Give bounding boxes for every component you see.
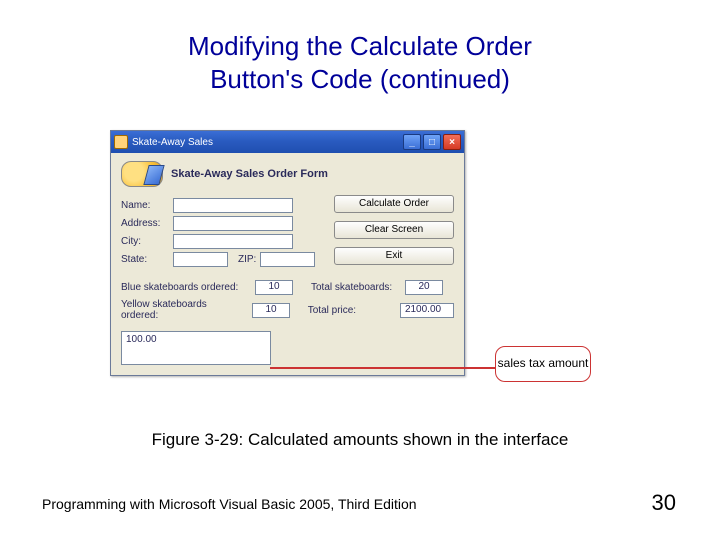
window-buttons: _ □ × (403, 134, 461, 150)
total-skateboards-field: 20 (405, 280, 443, 295)
exit-button[interactable]: Exit (334, 247, 454, 265)
label-name: Name: (121, 200, 169, 211)
close-button[interactable]: × (443, 134, 461, 150)
brand-row: Skate-Away Sales Order Form (121, 159, 454, 195)
callout-connector (270, 367, 495, 369)
order-fields: Blue skateboards ordered: 10 Total skate… (121, 280, 454, 365)
clear-screen-button[interactable]: Clear Screen (334, 221, 454, 239)
label-total-price: Total price: (308, 305, 394, 316)
form-body: Skate-Away Sales Order Form Name: Addres… (111, 153, 464, 375)
title-line-1: Modifying the Calculate Order (188, 31, 532, 61)
label-state: State: (121, 254, 169, 265)
address-fields: Name: Address: City: State: ZIP: (121, 195, 320, 270)
form-title: Skate-Away Sales Order Form (171, 168, 328, 180)
zip-field[interactable] (260, 252, 315, 267)
label-total-skateboards: Total skateboards: (311, 282, 399, 293)
name-field[interactable] (173, 198, 293, 213)
city-field[interactable] (173, 234, 293, 249)
minimize-button[interactable]: _ (403, 134, 421, 150)
callout-sales-tax: sales tax amount (495, 346, 591, 382)
label-zip: ZIP: (238, 254, 256, 265)
label-yellow: Yellow skateboards ordered: (121, 299, 246, 321)
yellow-qty-field[interactable]: 10 (252, 303, 289, 318)
calculate-order-button[interactable]: Calculate Order (334, 195, 454, 213)
maximize-button[interactable]: □ (423, 134, 441, 150)
slide-title: Modifying the Calculate Order Button's C… (0, 0, 720, 95)
app-window: Skate-Away Sales _ □ × Skate-Away Sales … (110, 130, 465, 376)
window-title: Skate-Away Sales (132, 137, 403, 148)
blue-qty-field[interactable]: 10 (255, 280, 293, 295)
app-icon (114, 135, 128, 149)
total-price-field: 2100.00 (400, 303, 454, 318)
page-number: 30 (652, 490, 676, 516)
title-line-2: Button's Code (continued) (210, 64, 510, 94)
address-field[interactable] (173, 216, 293, 231)
figure-caption: Figure 3-29: Calculated amounts shown in… (0, 430, 720, 450)
footer-text: Programming with Microsoft Visual Basic … (42, 496, 417, 512)
sales-tax-box: 100.00 (121, 331, 271, 365)
skate-logo-icon (121, 161, 163, 187)
state-field[interactable] (173, 252, 228, 267)
label-address: Address: (121, 218, 169, 229)
titlebar: Skate-Away Sales _ □ × (111, 131, 464, 153)
label-blue: Blue skateboards ordered: (121, 282, 249, 293)
action-buttons: Calculate Order Clear Screen Exit (334, 195, 454, 270)
label-city: City: (121, 236, 169, 247)
